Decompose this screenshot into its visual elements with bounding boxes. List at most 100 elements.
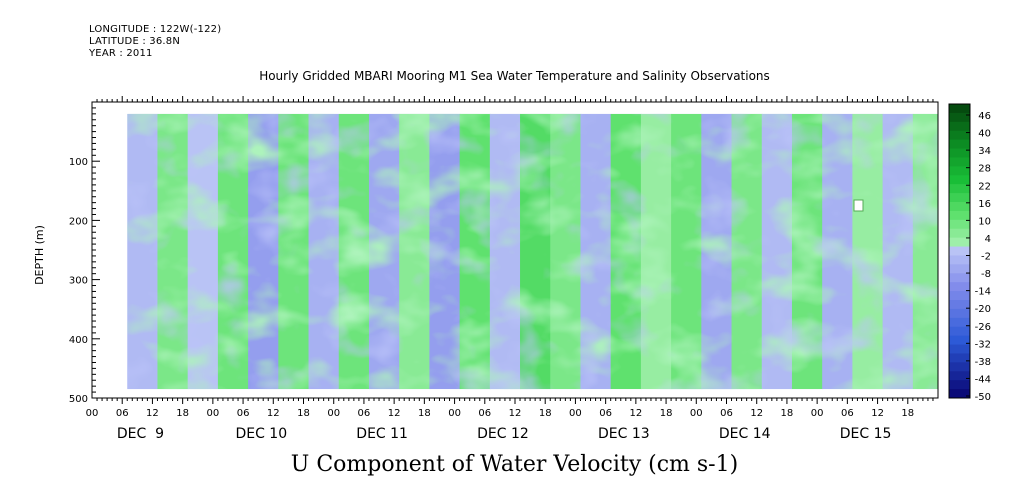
x-hour-label: 00	[569, 408, 582, 419]
colorbar-swatch	[949, 264, 970, 274]
x-hour-label: 00	[448, 408, 461, 419]
x-day-label: DEC 10	[235, 426, 287, 442]
colorbar-swatch	[949, 157, 970, 167]
y-tick-label: 100	[69, 157, 88, 168]
colorbar-tick-label: -2	[981, 252, 991, 263]
colorbar-tick-label: 4	[985, 234, 991, 245]
colorbar: 46 40 34 28 22 16 10 4 -2 -8 -14 -20 -26 -32 -38 -44 -50	[948, 103, 991, 403]
x-hour-label: 06	[358, 408, 371, 419]
x-hour-label: 00	[811, 408, 824, 419]
colorbar-swatch	[949, 291, 970, 301]
y-axis: 100 200 300 400 500	[69, 107, 100, 405]
x-day-label: DEC 13	[598, 426, 650, 442]
x-day-label: DEC 12	[477, 426, 529, 442]
x-hour-label: 06	[720, 408, 733, 419]
colorbar-swatch	[949, 139, 970, 150]
x-axis: 00 06 12 18 00 06 12 18 00 06 12 18 00 06 12 18 00 06 12 18…	[86, 96, 934, 442]
colorbar-border	[948, 103, 971, 399]
colorbar-swatch	[949, 175, 970, 185]
missing-cell	[853, 199, 864, 212]
x-hour-label: 06	[237, 408, 250, 419]
colorbar-swatch	[949, 193, 970, 203]
colorbar-swatch	[949, 326, 970, 337]
x-hour-label: 18	[176, 408, 189, 419]
colorbar-swatch	[949, 148, 970, 158]
x-hour-label: 18	[297, 408, 310, 419]
x-hour-label: 18	[539, 408, 552, 419]
colorbar-swatch	[949, 210, 970, 221]
x-hour-label: 06	[478, 408, 491, 419]
colorbar-swatch	[949, 104, 970, 114]
colorbar-swatch	[949, 300, 970, 310]
colorbar-tick-label: -20	[975, 304, 991, 315]
x-hour-label: 00	[327, 408, 340, 419]
x-hour-label: 00	[690, 408, 703, 419]
colorbar-tick-label: 16	[978, 199, 991, 210]
colorbar-tick-label: -26	[975, 322, 991, 333]
colorbar-swatch	[949, 344, 970, 354]
x-hour-label: 06	[841, 408, 854, 419]
colorbar-swatch	[949, 353, 970, 363]
colorbar-tick-label: -50	[975, 392, 991, 403]
colorbar-swatch	[949, 308, 970, 319]
x-hour-label: 06	[116, 408, 129, 419]
colorbar-tick-label: -8	[981, 269, 991, 280]
colorbar-swatch	[949, 380, 970, 390]
colorbar-swatch	[949, 273, 970, 283]
chart-title: Hourly Gridded MBARI Mooring M1 Sea Wate…	[259, 69, 770, 83]
colorbar-tick-label: 28	[978, 164, 991, 175]
colorbar-tick-label: 10	[978, 216, 991, 227]
colorbar-swatch	[949, 335, 970, 346]
colorbar-swatch	[949, 389, 970, 399]
x-hour-label: 00	[206, 408, 219, 419]
longitude-label: LONGITUDE : 122W(-122)	[89, 24, 222, 35]
y-tick-label: 500	[69, 394, 88, 405]
x-hour-label: 00	[86, 408, 99, 419]
colorbar-swatch	[949, 121, 970, 132]
colorbar-swatch	[949, 255, 970, 265]
x-hour-label: 18	[660, 408, 673, 419]
x-hour-label: 12	[629, 408, 642, 419]
data-field	[127, 113, 938, 390]
colorbar-swatch	[949, 130, 970, 141]
x-hour-label: 12	[267, 408, 280, 419]
colorbar-swatch	[949, 246, 970, 256]
y-tick-label: 400	[69, 335, 88, 346]
x-hour-label: 12	[146, 408, 159, 419]
colorbar-tick-label: 40	[978, 129, 991, 140]
colorbar-swatch	[949, 362, 970, 372]
x-hour-label: 06	[599, 408, 612, 419]
colorbar-tick-label: 34	[978, 146, 991, 157]
colorbar-tick-label: 46	[978, 111, 991, 122]
x-day-label: DEC 11	[356, 426, 408, 442]
colorbar-swatch	[949, 219, 970, 230]
x-hour-label: 12	[388, 408, 401, 419]
colorbar-swatch	[949, 228, 970, 239]
y-tick-label: 300	[69, 276, 88, 287]
x-day-label: DEC 15	[840, 426, 892, 442]
colorbar-caption: U Component of Water Velocity (cm s-1)	[290, 452, 739, 477]
x-day-label: DEC 9	[117, 426, 164, 442]
colorbar-swatch	[949, 237, 970, 248]
colorbar-swatch	[949, 202, 970, 212]
colorbar-tick-label: -32	[975, 339, 991, 350]
colorbar-tick-label: -44	[975, 374, 991, 385]
x-day-label: DEC 14	[719, 426, 771, 442]
latitude-label: LATITUDE : 36.8N	[89, 36, 181, 47]
colorbar-swatch	[949, 112, 970, 123]
x-hour-label: 12	[750, 408, 763, 419]
x-hour-label: 18	[418, 408, 431, 419]
field-texture-blue	[127, 113, 938, 390]
year-label: YEAR : 2011	[89, 48, 153, 59]
y-axis-label: DEPTH (m)	[33, 225, 46, 285]
colorbar-swatch	[949, 371, 970, 381]
colorbar-tick-label: 22	[978, 181, 991, 192]
x-hour-label: 12	[509, 408, 522, 419]
x-hour-label: 18	[781, 408, 794, 419]
y-tick-label: 200	[69, 216, 88, 227]
colorbar-swatch	[949, 184, 970, 194]
x-hour-label: 18	[901, 408, 914, 419]
colorbar-swatch	[949, 317, 970, 328]
colorbar-swatch	[949, 166, 970, 176]
